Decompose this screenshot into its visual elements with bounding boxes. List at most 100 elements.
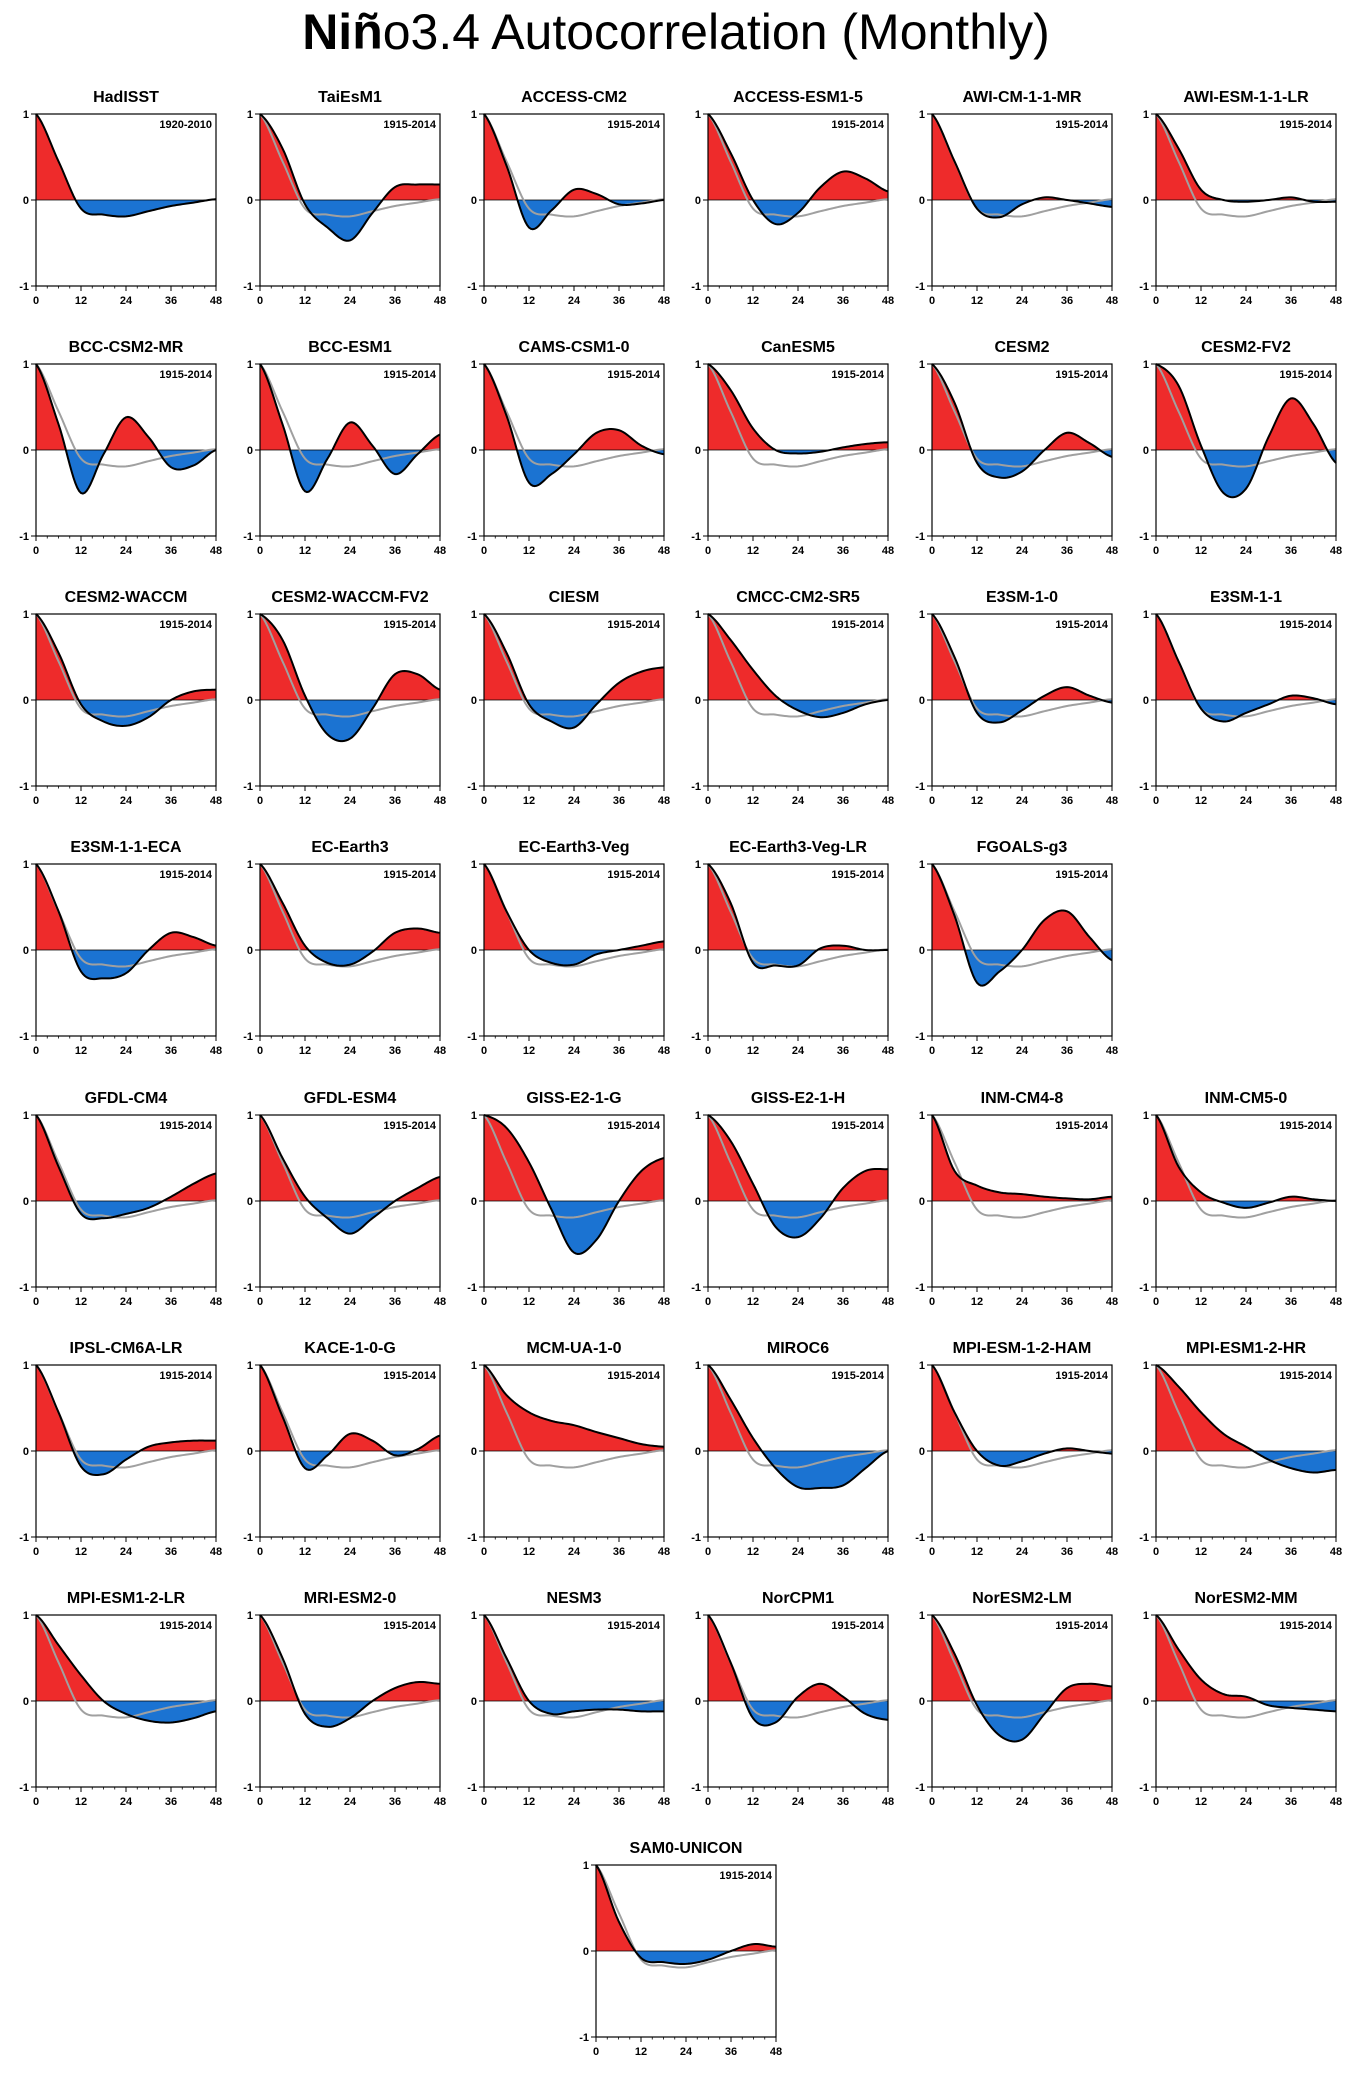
x-tick-label: 24 — [792, 295, 805, 307]
x-tick-label: 12 — [523, 1546, 535, 1558]
y-tick-label: 0 — [695, 1696, 701, 1708]
series-line — [931, 613, 1113, 724]
y-tick-label: -1 — [19, 531, 29, 543]
y-tick-label: 0 — [247, 1446, 253, 1458]
panel-title: CIESM — [549, 589, 600, 606]
x-tick-label: 0 — [705, 1296, 711, 1308]
y-tick-label: -1 — [467, 1532, 477, 1544]
positive-area — [1156, 1365, 1336, 1451]
panel-chart: NESM3 1915-2014 0 12 24 36 48 1 0 -1 — [467, 1590, 670, 1808]
x-tick-label: 48 — [882, 295, 894, 307]
y-tick-label: 0 — [471, 1196, 477, 1208]
positive-area — [932, 614, 1112, 700]
panel-chart: MPI-ESM1-2-LR 1915-2014 0 12 24 36 48 1 0 -1 — [19, 1590, 222, 1808]
x-tick-label: 0 — [1153, 545, 1159, 557]
x-tick-label: 0 — [705, 545, 711, 557]
x-tick-label: 0 — [481, 545, 487, 557]
x-tick-label: 0 — [481, 1296, 487, 1308]
x-tick-label: 0 — [33, 1296, 39, 1308]
negative-area — [484, 1701, 664, 1715]
x-tick-label: 0 — [33, 1045, 39, 1057]
panel-period: 1915-2014 — [1055, 369, 1108, 381]
y-tick-label: 0 — [247, 195, 253, 207]
y-tick-label: 1 — [247, 1610, 253, 1622]
panel-chart: BCC-CSM2-MR 1915-2014 0 12 24 36 48 1 0 -1 — [19, 339, 222, 557]
x-tick-label: 36 — [1285, 1546, 1297, 1558]
panel-cams-csm1-0: CAMS-CSM1-0 1915-2014 0 12 24 36 48 1 0 -1 — [454, 324, 678, 557]
x-tick-label: 12 — [971, 795, 983, 807]
positive-area — [260, 864, 440, 950]
negative-area — [484, 950, 664, 966]
panel-period: 1915-2014 — [1055, 1620, 1108, 1632]
panel-period: 1915-2014 — [1279, 369, 1332, 381]
panel-period: 1915-2014 — [383, 369, 436, 381]
panel-chart: ACCESS-CM2 1915-2014 0 12 24 36 48 1 0 -1 — [467, 89, 670, 307]
x-tick-label: 0 — [929, 295, 935, 307]
panel-chart: CESM2-FV2 1915-2014 0 12 24 36 48 1 0 -1 — [1139, 339, 1342, 557]
x-tick-label: 36 — [1061, 295, 1073, 307]
panel-inm-cm4-8: INM-CM4-8 1915-2014 0 12 24 36 48 1 0 -1 — [902, 1075, 1126, 1308]
reference-line — [707, 1364, 889, 1469]
y-tick-label: 0 — [247, 445, 253, 457]
panel-mpi-esm1-2-hr: MPI-ESM1-2-HR 1915-2014 0 12 24 36 48 1 0 -1 — [1126, 1325, 1350, 1558]
panel-title: SAM0-UNICON — [630, 1840, 743, 1857]
series-line — [35, 363, 217, 495]
x-tick-label: 12 — [971, 1796, 983, 1808]
x-tick-label: 12 — [75, 1045, 87, 1057]
x-tick-label: 48 — [434, 1796, 446, 1808]
x-tick-label: 12 — [747, 545, 759, 557]
reference-line — [259, 1114, 441, 1219]
series-line — [259, 113, 441, 242]
y-tick-label: 1 — [695, 359, 701, 371]
y-tick-label: 1 — [695, 1110, 701, 1122]
y-tick-label: 0 — [1143, 695, 1149, 707]
positive-area — [36, 1365, 216, 1451]
positive-area — [932, 1365, 1112, 1451]
y-tick-label: 1 — [23, 859, 29, 871]
panel-chart: AWI-ESM-1-1-LR 1915-2014 0 12 24 36 48 1 0 -1 — [1139, 89, 1342, 307]
x-tick-label: 24 — [568, 545, 581, 557]
x-tick-label: 12 — [747, 795, 759, 807]
x-tick-label: 48 — [1330, 1296, 1342, 1308]
x-tick-label: 36 — [613, 1045, 625, 1057]
x-tick-label: 48 — [1106, 1296, 1118, 1308]
y-tick-label: 0 — [471, 695, 477, 707]
panel-period: 1915-2014 — [1279, 1370, 1332, 1382]
y-tick-label: -1 — [19, 1532, 29, 1544]
positive-area — [708, 614, 888, 700]
panel-title: CESM2 — [994, 339, 1049, 356]
x-tick-label: 12 — [747, 1546, 759, 1558]
x-tick-label: 24 — [1240, 1796, 1253, 1808]
panel-period: 1915-2014 — [383, 1370, 436, 1382]
y-tick-label: 1 — [919, 1610, 925, 1622]
panel-chart: CMCC-CM2-SR5 1915-2014 0 12 24 36 48 1 0 -1 — [691, 589, 894, 807]
series-line — [259, 1364, 441, 1471]
negative-area — [36, 200, 216, 217]
page-title-rest: o3.4 Autocorrelation (Monthly) — [382, 4, 1050, 60]
y-tick-label: 1 — [919, 859, 925, 871]
panel-chart: NorCPM1 1915-2014 0 12 24 36 48 1 0 -1 — [691, 1590, 894, 1808]
x-tick-label: 48 — [1330, 1546, 1342, 1558]
negative-area — [932, 950, 1112, 986]
panel-period: 1915-2014 — [1055, 1370, 1108, 1382]
x-tick-label: 48 — [210, 1296, 222, 1308]
panel-chart: GISS-E2-1-G 1915-2014 0 12 24 36 48 1 0 -1 — [467, 1090, 670, 1308]
panel-chart: EC-Earth3 1915-2014 0 12 24 36 48 1 0 -1 — [243, 839, 446, 1057]
x-tick-label: 48 — [210, 1045, 222, 1057]
panel-period: 1915-2014 — [383, 869, 436, 881]
x-tick-label: 36 — [389, 545, 401, 557]
panel-chart: EC-Earth3-Veg-LR 1915-2014 0 12 24 36 48 1 0 -1 — [691, 839, 894, 1057]
panel-giss-e2-1-h: GISS-E2-1-H 1915-2014 0 12 24 36 48 1 0 -1 — [678, 1075, 902, 1308]
x-tick-label: 12 — [747, 1045, 759, 1057]
panel-chart: AWI-CM-1-1-MR 1915-2014 0 12 24 36 48 1 0 -1 — [915, 89, 1118, 307]
x-tick-label: 48 — [658, 295, 670, 307]
x-tick-label: 24 — [120, 545, 133, 557]
x-tick-label: 48 — [882, 1546, 894, 1558]
x-tick-label: 12 — [1195, 795, 1207, 807]
panel-period: 1915-2014 — [159, 1620, 212, 1632]
reference-line — [483, 363, 665, 468]
panel-period: 1915-2014 — [607, 1120, 660, 1132]
positive-area — [932, 1115, 1112, 1201]
y-tick-label: 1 — [23, 359, 29, 371]
y-tick-label: -1 — [579, 2032, 589, 2044]
